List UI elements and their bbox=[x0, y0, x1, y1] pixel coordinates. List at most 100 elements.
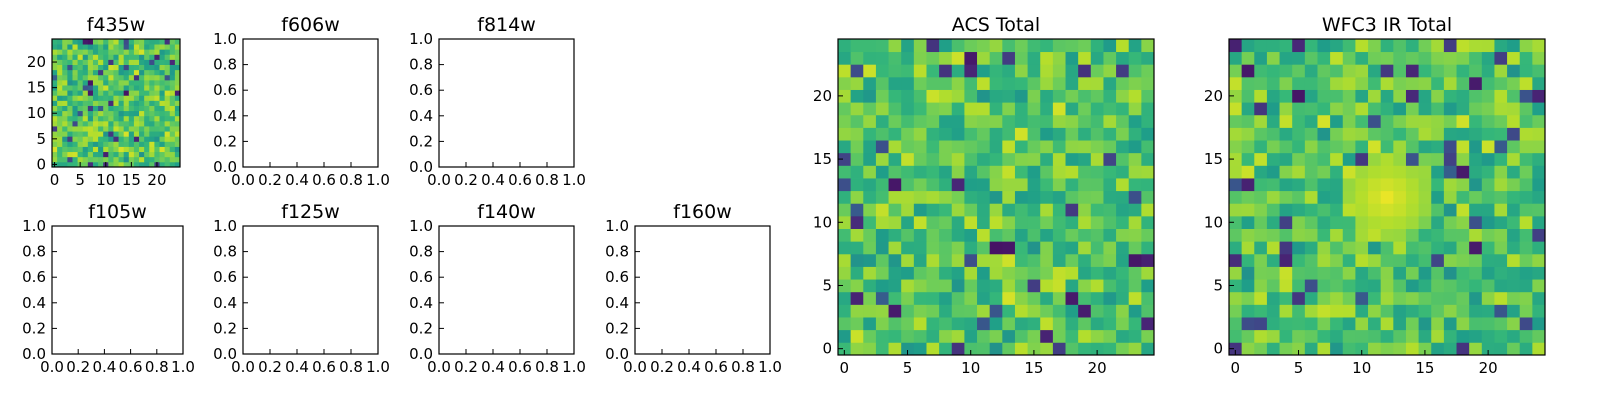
heatmap-cell bbox=[1279, 39, 1293, 53]
heatmap-cell bbox=[128, 90, 135, 96]
heatmap-cell bbox=[964, 329, 978, 343]
heatmap-cell bbox=[62, 79, 68, 86]
heatmap-cell bbox=[164, 44, 171, 50]
heatmap-cell bbox=[1519, 102, 1533, 116]
heatmap-cell bbox=[1103, 178, 1117, 192]
x-tick-label: 1.0 bbox=[366, 171, 390, 189]
heatmap-cell bbox=[888, 152, 902, 166]
heatmap-cell bbox=[1507, 241, 1521, 255]
heatmap-cell bbox=[77, 90, 84, 96]
heatmap-cell bbox=[98, 59, 104, 65]
x-tick-label: 10 bbox=[96, 171, 115, 189]
heatmap-cell bbox=[838, 76, 852, 90]
heatmap-cell bbox=[57, 44, 63, 50]
heatmap-cell bbox=[1052, 39, 1066, 53]
heatmap-cell bbox=[863, 89, 877, 103]
heatmap-cell bbox=[1229, 165, 1243, 179]
heatmap-cell bbox=[1355, 114, 1369, 128]
heatmap-cell bbox=[1469, 114, 1483, 128]
heatmap-cell bbox=[92, 120, 99, 127]
heatmap-cell bbox=[103, 69, 109, 76]
heatmap-cell bbox=[913, 102, 927, 116]
heatmap-cell bbox=[72, 95, 78, 101]
heatmap-cell bbox=[926, 291, 940, 305]
heatmap-cell bbox=[989, 241, 1003, 255]
heatmap-cell bbox=[144, 95, 150, 101]
heatmap-cell bbox=[169, 64, 176, 71]
heatmap-cell bbox=[72, 120, 78, 127]
heatmap-cell bbox=[1469, 215, 1483, 229]
heatmap-cell bbox=[1431, 190, 1445, 204]
heatmap-cell bbox=[108, 69, 114, 76]
heatmap-cell bbox=[926, 39, 940, 53]
y-tick-label: 0.2 bbox=[213, 319, 237, 337]
heatmap-cell bbox=[118, 146, 125, 153]
heatmap-cell bbox=[103, 100, 109, 106]
heatmap-cell bbox=[1469, 64, 1483, 78]
heatmap-cell bbox=[98, 105, 104, 112]
heatmap-cell bbox=[1494, 102, 1508, 116]
x-tick-label: 15 bbox=[1415, 359, 1434, 377]
heatmap-cell bbox=[159, 105, 166, 112]
heatmap-cell bbox=[1128, 291, 1142, 305]
heatmap-cell bbox=[1027, 140, 1041, 154]
heatmap-cell bbox=[98, 74, 104, 81]
heatmap-cell bbox=[149, 79, 155, 86]
heatmap-cell bbox=[1279, 304, 1293, 318]
heatmap-cell bbox=[113, 90, 119, 96]
heatmap-cell bbox=[123, 156, 130, 163]
heatmap-cell bbox=[164, 100, 171, 106]
heatmap-cell bbox=[1368, 127, 1382, 141]
heatmap-cell bbox=[1532, 241, 1546, 255]
heatmap-cell bbox=[1266, 76, 1280, 90]
heatmap-cell bbox=[92, 156, 99, 163]
heatmap-cell bbox=[92, 49, 99, 55]
x-tick-label: 0.8 bbox=[731, 358, 755, 376]
heatmap-cell bbox=[875, 215, 889, 229]
heatmap-cell bbox=[149, 54, 155, 60]
heatmap-cell bbox=[1469, 152, 1483, 166]
heatmap-cell bbox=[164, 131, 171, 137]
heatmap-cell bbox=[838, 89, 852, 103]
heatmap-cell bbox=[989, 178, 1003, 192]
heatmap-cell bbox=[1519, 190, 1533, 204]
heatmap-cell bbox=[1507, 329, 1521, 343]
heatmap-cell bbox=[1141, 152, 1155, 166]
heatmap-cell bbox=[1330, 127, 1344, 141]
heatmap-cell bbox=[149, 136, 155, 142]
heatmap-cell bbox=[108, 105, 114, 112]
heatmap-cell bbox=[1355, 102, 1369, 116]
heatmap-cell bbox=[1507, 304, 1521, 318]
heatmap-cell bbox=[62, 161, 68, 168]
heatmap-cell bbox=[926, 102, 940, 116]
heatmap-cell bbox=[901, 76, 915, 90]
heatmap-cell bbox=[1494, 51, 1508, 65]
heatmap-cell bbox=[1040, 76, 1054, 90]
heatmap-cell bbox=[1078, 51, 1092, 65]
heatmap-cell bbox=[1317, 228, 1331, 242]
heatmap-cell bbox=[144, 69, 150, 76]
heatmap-cell bbox=[52, 64, 58, 71]
heatmap-cell bbox=[1103, 51, 1117, 65]
heatmap-cell bbox=[1078, 291, 1092, 305]
heatmap-cell bbox=[82, 74, 89, 81]
heatmap-cell bbox=[875, 165, 889, 179]
panel-frame bbox=[1228, 38, 1546, 356]
heatmap-cell bbox=[863, 178, 877, 192]
panel-title: f105w bbox=[88, 201, 147, 223]
heatmap-cell bbox=[1254, 140, 1268, 154]
heatmap-cell bbox=[1254, 89, 1268, 103]
heatmap-cell bbox=[863, 317, 877, 331]
heatmap-cell bbox=[108, 54, 114, 60]
heatmap-cell bbox=[964, 178, 978, 192]
heatmap-cell bbox=[1507, 127, 1521, 141]
heatmap-cell bbox=[1304, 342, 1318, 356]
heatmap-cell bbox=[1266, 89, 1280, 103]
heatmap-cell bbox=[169, 79, 176, 86]
heatmap-cell bbox=[1342, 342, 1356, 356]
heatmap-cell bbox=[926, 64, 940, 78]
heatmap-cell bbox=[118, 131, 125, 137]
heatmap-cell bbox=[1342, 241, 1356, 255]
heatmap-cell bbox=[977, 291, 991, 305]
x-tick-label: 0.8 bbox=[535, 171, 559, 189]
